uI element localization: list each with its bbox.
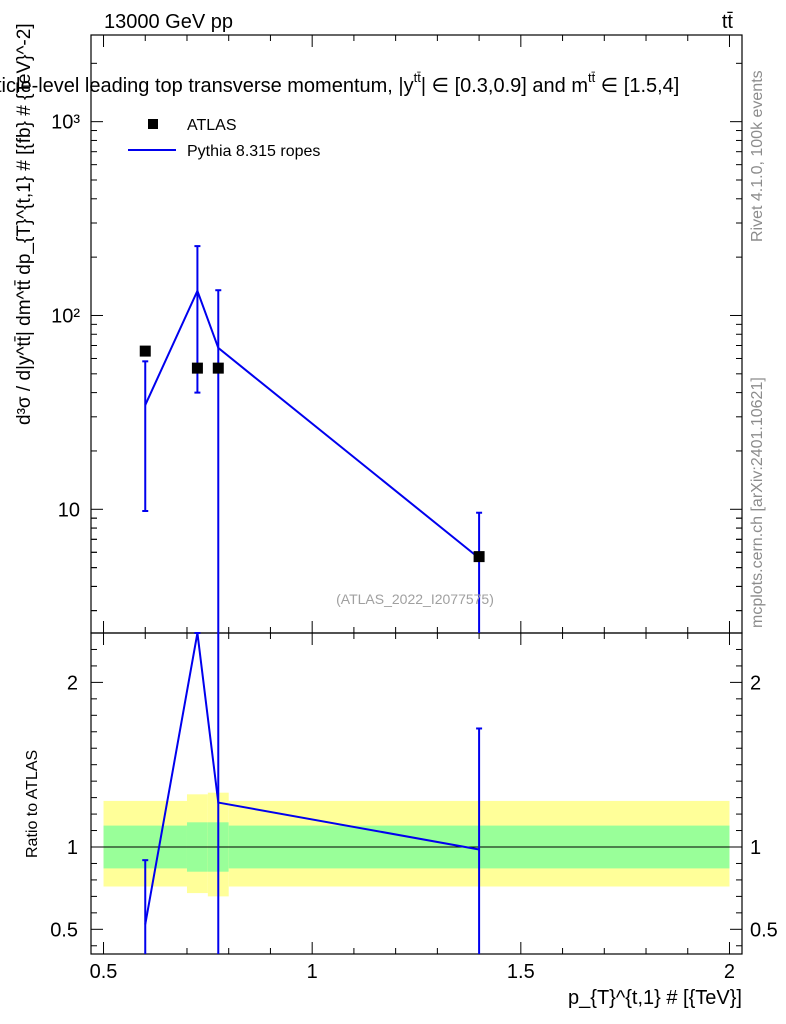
ratio-y-axis-label: Ratio to ATLAS	[24, 750, 41, 858]
data-point	[212, 362, 224, 374]
ratio-y-tick-label: 0.5	[50, 919, 78, 941]
energy-label: 13000 GeV pp	[104, 11, 233, 33]
main-y-tick-label: 10³	[51, 112, 80, 134]
main-y-tick-label: 10	[58, 499, 80, 521]
axis-ticks: 0.5 1 1.5 2 10 10² 10³ 0.5 0.5 1 1 2 2	[50, 35, 778, 983]
ratio-y-tick-label-right: 1	[750, 837, 761, 859]
x-axis-label: p_{T}^{t,1} # [{TeV}]	[568, 987, 742, 1009]
legend-data-label: ATLAS	[187, 117, 237, 134]
x-tick-label: 1	[307, 961, 318, 983]
mc-series	[142, 245, 483, 954]
ratio-y-tick-label: 2	[67, 672, 78, 694]
data-point	[473, 551, 485, 563]
rivet-version-label: Rivet 4.1.0, 100k events	[749, 70, 766, 242]
x-tick-label: 2	[724, 961, 735, 983]
mc-ratio-line	[144, 632, 480, 925]
main-y-axis-label: d³σ / d|y^tt̄| dm^tt̄ dp_{T}^{t,1} # [{f…	[14, 23, 35, 425]
legend-data-marker	[148, 119, 158, 129]
ratio-y-tick-label-right: 2	[750, 672, 761, 694]
x-tick-label: 0.5	[90, 961, 118, 983]
ratio-plot-frame	[90, 632, 743, 955]
process-label: tt̄	[722, 11, 734, 33]
analysis-watermark: (ATLAS_2022_I2077575)	[336, 591, 494, 607]
legend-mc-label: Pythia 8.315 ropes	[187, 143, 320, 160]
x-tick-label: 1.5	[507, 961, 535, 983]
plot-title: ticle-level leading top transverse momen…	[0, 70, 679, 97]
ratio-y-tick-label-right: 0.5	[750, 919, 778, 941]
ratio-uncertainty-bands	[103, 792, 730, 897]
mc-main-line	[144, 288, 480, 559]
data-point	[191, 362, 203, 374]
mcplots-credit-label: mcplots.cern.ch [arXiv:2401.10621]	[749, 377, 766, 628]
main-y-tick-label: 10²	[51, 305, 80, 327]
data-point	[139, 345, 151, 357]
data-series	[139, 345, 485, 563]
ratio-y-tick-label: 1	[67, 837, 78, 859]
